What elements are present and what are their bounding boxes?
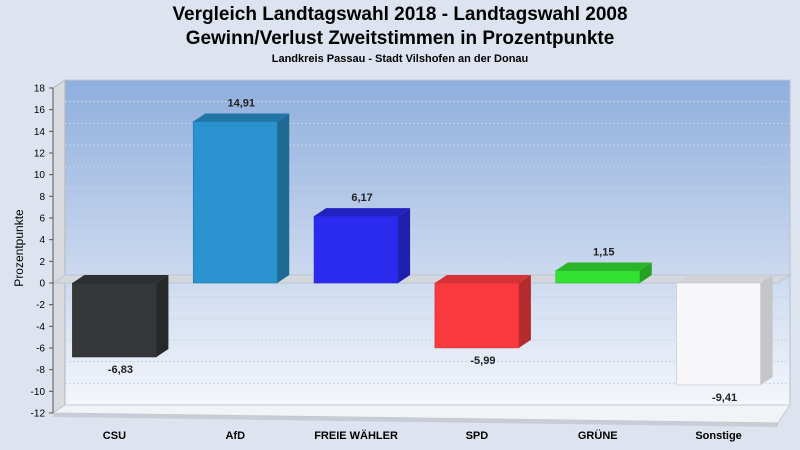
x-tick-label: GRÜNE <box>578 429 618 442</box>
y-tick-label: -12 <box>31 409 46 420</box>
plot-area <box>51 79 791 427</box>
y-tick-label: 16 <box>34 105 46 116</box>
y-tick-label: 10 <box>34 170 46 181</box>
bars <box>72 113 773 386</box>
y-tick-label: 18 <box>34 84 46 95</box>
data-label: -5,99 <box>470 355 495 367</box>
data-label: -6,83 <box>108 364 133 376</box>
category-labels: CSU AfD FREIE WÄHLER SPD GRÜNE Sonstige <box>103 429 742 442</box>
x-tick-label: FREIE WÄHLER <box>314 429 398 442</box>
chart-subtitle: Gewinn/Verlust Zweitstimmen in Prozentpu… <box>185 28 615 49</box>
bar-grüne <box>555 262 652 284</box>
bar-afd <box>192 113 290 284</box>
y-tick-label: -6 <box>36 344 45 355</box>
x-tick-label: AfD <box>225 430 245 442</box>
chart-title: Vergleich Landtagswahl 2018 - Landtagswa… <box>172 4 628 25</box>
x-tick-label: CSU <box>103 430 126 442</box>
y-tick-label: -10 <box>31 387 46 398</box>
y-axis-label: Prozentpunkte <box>12 209 26 287</box>
data-label: 14,91 <box>227 97 255 109</box>
y-tick-label: -2 <box>36 300 45 311</box>
y-tick-label: 6 <box>39 214 45 225</box>
bar-spd <box>434 275 531 349</box>
data-label: -9,41 <box>712 392 737 404</box>
data-labels: -6,83 14,91 6,17 -5,99 1,15 -9,41 <box>108 97 737 403</box>
data-label: 6,17 <box>351 192 372 204</box>
y-tick-label: 0 <box>39 279 45 290</box>
y-tick-label: 14 <box>34 127 46 138</box>
x-tick-label: Sonstige <box>695 430 741 442</box>
y-tick-label: 8 <box>39 192 45 203</box>
y-tick-label: -8 <box>36 365 45 376</box>
y-tick-label: -4 <box>36 322 45 333</box>
bar-csu <box>72 275 169 358</box>
bar-sonstige <box>676 275 773 386</box>
x-tick-label: SPD <box>466 430 489 442</box>
y-tick-label: 2 <box>39 257 45 268</box>
bar-freie-wähler <box>313 208 411 284</box>
y-axis: 18 16 14 12 10 8 6 4 2 0 -2 -4 -6 -8 -10 -12 <box>31 84 54 420</box>
chart-region: Landkreis Passau - Stadt Vilshofen an de… <box>271 53 529 65</box>
data-label: 1,15 <box>593 247 614 259</box>
y-tick-label: 12 <box>34 149 46 160</box>
y-tick-label: 4 <box>39 235 45 246</box>
